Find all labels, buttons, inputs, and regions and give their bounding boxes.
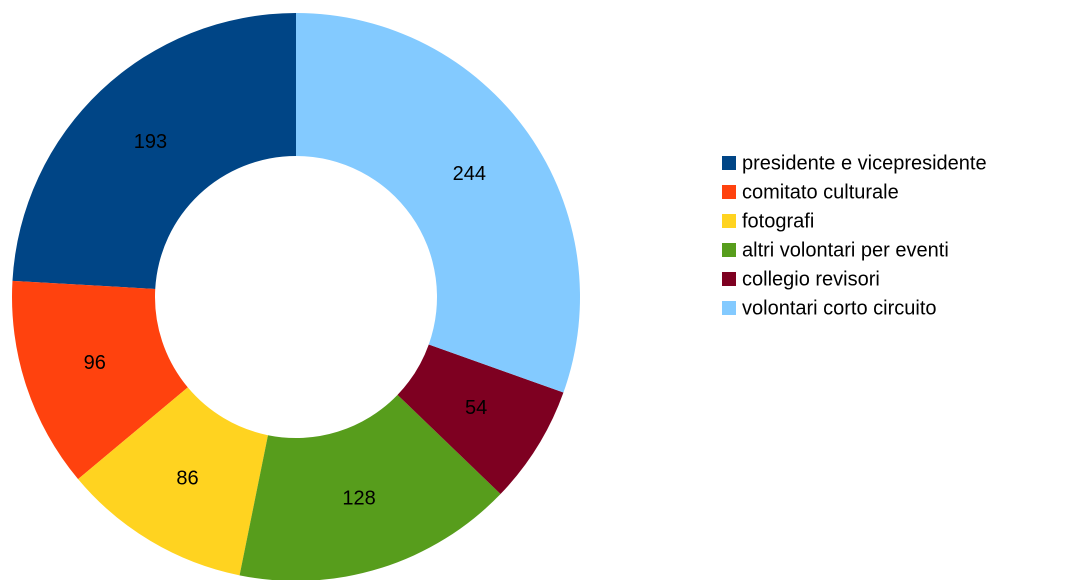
slice: [239, 394, 501, 580]
slice: [12, 13, 296, 289]
slice: [397, 344, 564, 495]
legend-label: volontari corto circuito: [742, 297, 937, 319]
slice: [296, 13, 580, 393]
data-label: 86: [176, 467, 198, 489]
data-label: 96: [84, 352, 106, 374]
data-label: 54: [465, 397, 487, 419]
legend-label: presidente e vicepresidente: [742, 152, 987, 174]
legend-swatch: [722, 301, 736, 315]
legend-label: comitato culturale: [742, 181, 899, 203]
legend-swatch: [722, 243, 736, 257]
legend-label: altri volontari per eventi: [742, 239, 949, 261]
data-label: 128: [342, 488, 375, 510]
legend-label: fotografi: [742, 210, 814, 232]
legend-swatch: [722, 214, 736, 228]
legend-swatch: [722, 185, 736, 199]
legend-swatch: [722, 272, 736, 286]
slice: [11, 280, 188, 480]
data-label: 244: [453, 163, 486, 185]
legend-label: collegio revisori: [742, 268, 880, 290]
data-label: 193: [134, 131, 167, 153]
legend-swatch: [722, 156, 736, 170]
slice: [78, 387, 268, 576]
